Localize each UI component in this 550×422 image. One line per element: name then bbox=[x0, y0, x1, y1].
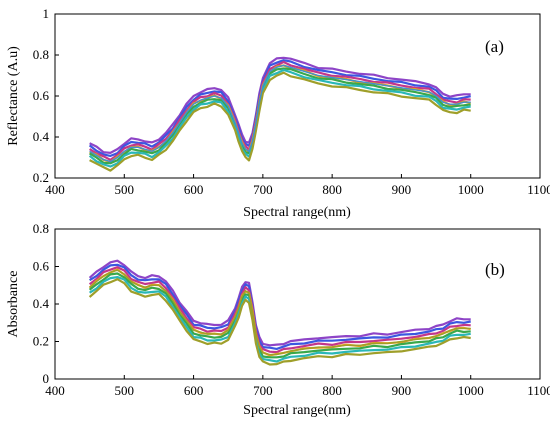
panel-b-x-tick-label: 500 bbox=[115, 383, 135, 398]
panel-a-x-tick-label: 1000 bbox=[458, 182, 484, 197]
panel-b: 400 500 600 700 800 900 1000 110000.20.40.60.8 … bbox=[6, 221, 550, 418]
panel-a-mean-spectrum-line bbox=[89, 64, 471, 163]
panel-a: 400 500 600 700 800 900 1000 11000.20.40.60.81 … bbox=[6, 6, 550, 220]
panel-a-x-tick-label: 400 bbox=[45, 182, 65, 197]
panel-a-series bbox=[88, 56, 471, 172]
panel-b-label: (b) bbox=[485, 260, 505, 279]
panel-b-x-tick-label: 900 bbox=[392, 383, 412, 398]
panel-a-y-tick-label: 1 bbox=[43, 6, 50, 21]
panel-b-spectrum-line-6 bbox=[89, 276, 471, 363]
panel-a-x-tick-label: 600 bbox=[184, 182, 204, 197]
panel-b-x-axis-title: Spectral range(nm) bbox=[243, 403, 351, 418]
panel-b-spectrum-line-1 bbox=[88, 259, 471, 347]
panel-b-spectrum-line-3 bbox=[88, 266, 471, 354]
panel-a-x-axis-title: Spectral range(nm) bbox=[243, 205, 351, 220]
panel-b-spectrum-line-2 bbox=[89, 263, 471, 350]
panel-a-x-tick-label: 800 bbox=[322, 182, 342, 197]
panel-a-x-tick-label: 700 bbox=[253, 182, 273, 197]
panel-a-label: (a) bbox=[485, 37, 504, 56]
panel-b-y-tick-label: 0 bbox=[43, 371, 50, 386]
panel-a-ticks: 400 500 600 700 800 900 1000 1100 0.2 0.4 0.6 0.8 1 bbox=[33, 6, 550, 197]
panel-b-mean-spectrum-line bbox=[89, 269, 471, 356]
panel-b-spectrum-line-5 bbox=[88, 272, 471, 359]
panel-a-y-tick-label: 0.8 bbox=[33, 47, 49, 62]
panel-b-y-tick-label: 0.6 bbox=[33, 259, 50, 274]
panel-a-spectrum-line-7 bbox=[89, 71, 471, 172]
panel-a-spectrum-line-2 bbox=[88, 59, 471, 157]
panel-a-x-tick-label: 900 bbox=[392, 182, 412, 197]
panel-b-y-axis-title: Absorbance bbox=[6, 271, 21, 338]
panel-b-x-tick-label: 1000 bbox=[458, 383, 484, 398]
panel-b-spectrum-line-7 bbox=[88, 278, 471, 366]
panel-b-x-tick-label: 600 bbox=[184, 383, 204, 398]
panel-a-x-tick-label: 1100 bbox=[527, 182, 550, 197]
panel-a-y-axis-title: Reflectance (A.u) bbox=[6, 46, 21, 146]
panel-b-series bbox=[88, 259, 471, 366]
panel-b-y-tick-label: 0.2 bbox=[33, 334, 49, 349]
panel-b-ticks: 400 500 600 700 800 900 1000 1100 0 0.2 0.4 0.6 0.8 bbox=[33, 221, 550, 398]
panel-b-x-tick-label: 1100 bbox=[527, 383, 550, 398]
panel-b-x-tick-label: 700 bbox=[253, 383, 273, 398]
panel-a-y-tick-label: 0.4 bbox=[33, 129, 50, 144]
panel-a-spectrum-line-3 bbox=[89, 60, 471, 161]
panel-a-spectrum-line-1 bbox=[89, 56, 471, 154]
panel-a-x-tick-label: 500 bbox=[115, 182, 135, 197]
panel-a-spectrum-line-6 bbox=[88, 68, 471, 168]
panel-b-x-tick-label: 800 bbox=[322, 383, 342, 398]
panel-b-x-tick-label: 400 bbox=[45, 383, 65, 398]
panel-a-spectrum-line-5 bbox=[89, 67, 471, 165]
panel-b-y-tick-label: 0.8 bbox=[33, 221, 49, 236]
panel-a-y-tick-label: 0.2 bbox=[33, 170, 49, 185]
panel-a-y-tick-label: 0.6 bbox=[33, 88, 50, 103]
panel-b-y-tick-label: 0.4 bbox=[33, 296, 50, 311]
